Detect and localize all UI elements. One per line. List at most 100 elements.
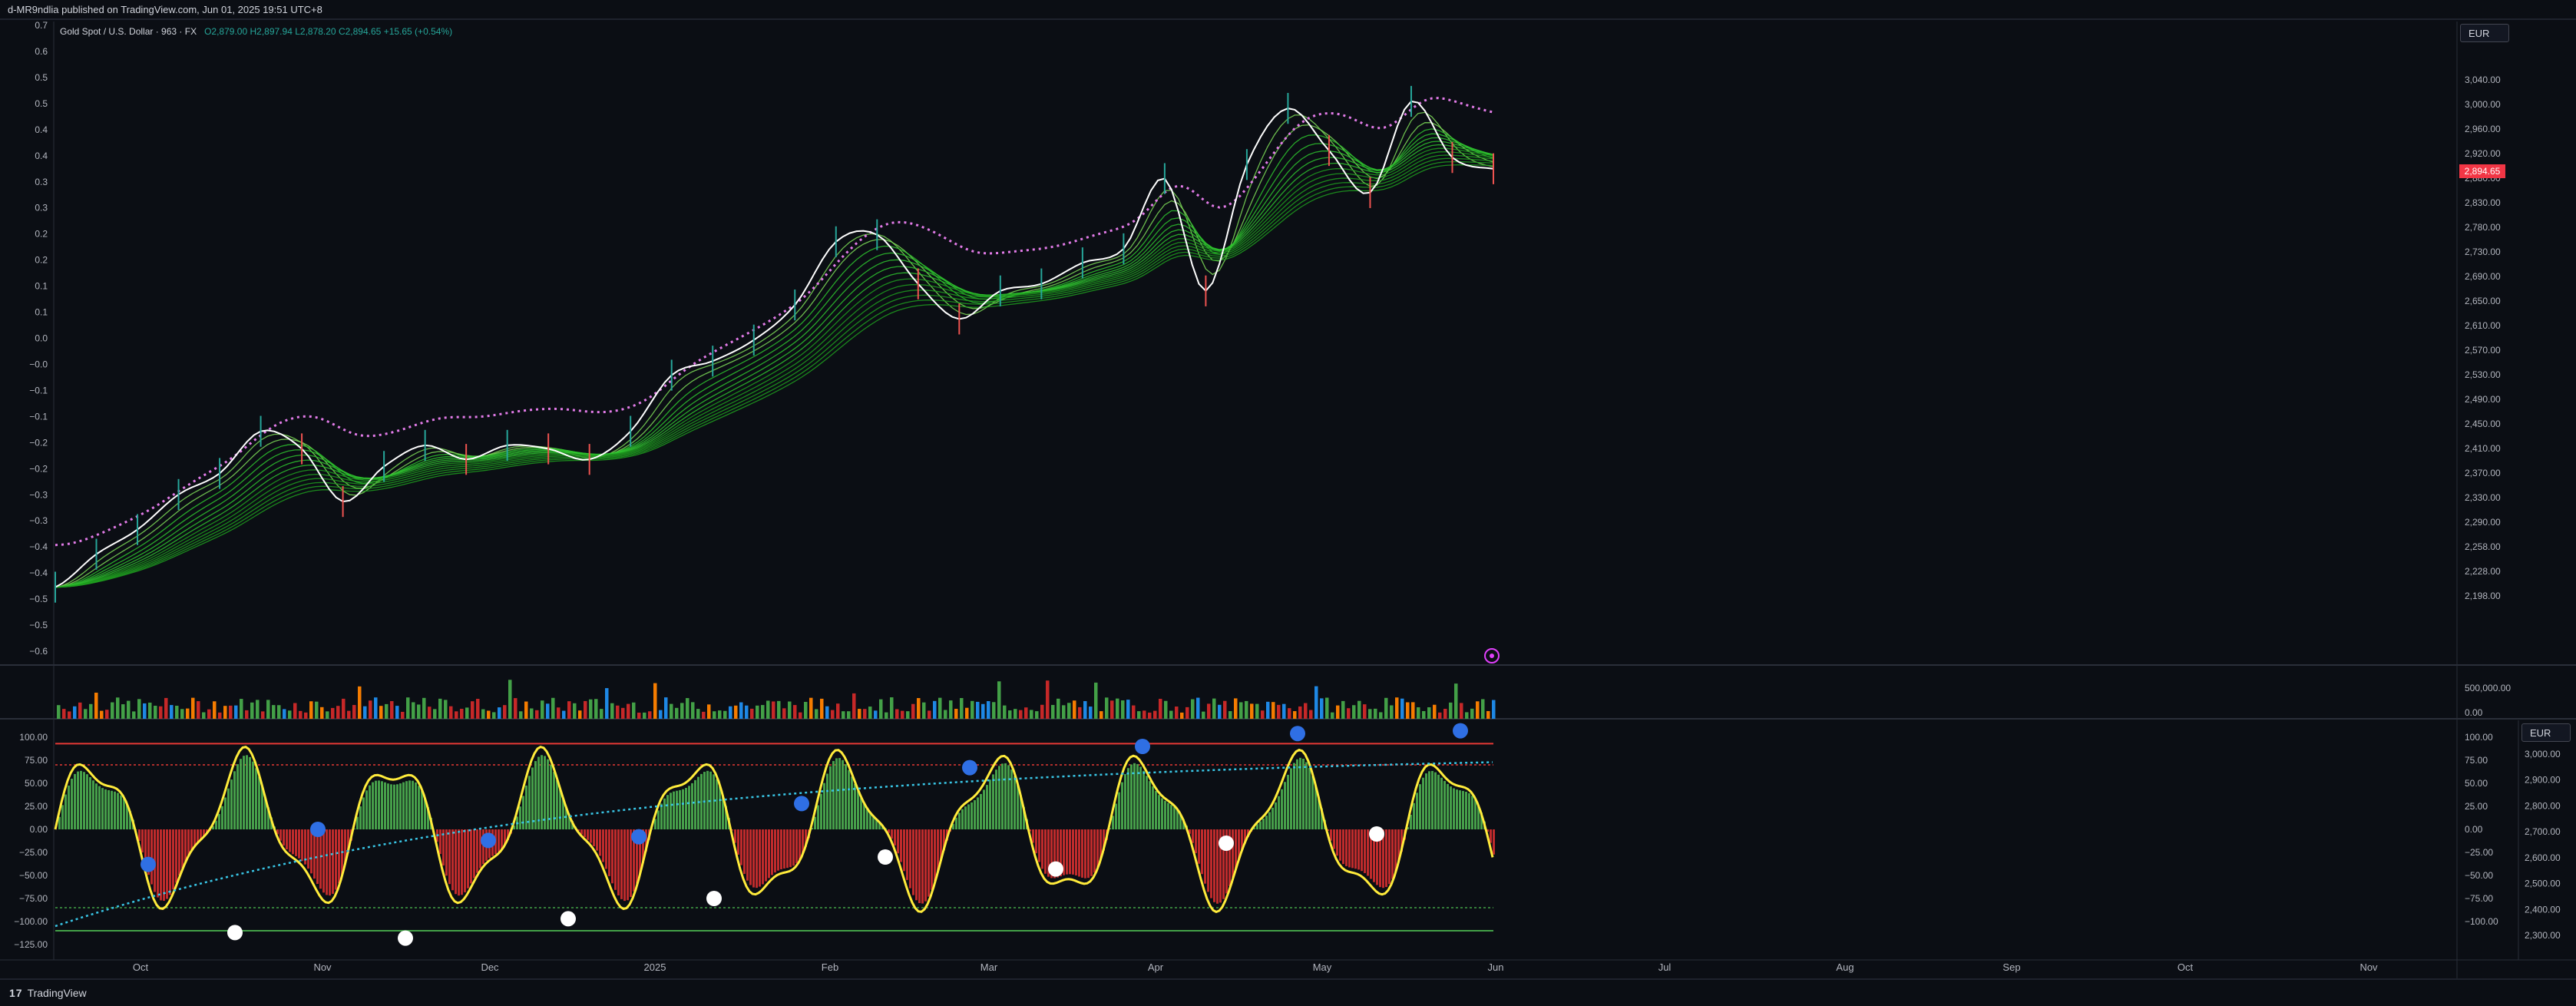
chart-canvas[interactable]: 3,040.003,000.002,960.002,920.002,880.00… <box>0 22 2576 978</box>
histogram-bar <box>101 788 104 829</box>
volume-bar <box>363 706 367 719</box>
histogram-bar <box>528 776 531 829</box>
histogram-bar <box>1437 774 1440 829</box>
histogram-bar <box>854 783 856 829</box>
histogram-bar <box>200 829 202 840</box>
histogram-bar <box>909 829 911 889</box>
histogram-bar <box>1238 829 1240 860</box>
volume-bar <box>94 692 98 719</box>
histogram-bar <box>1014 776 1016 829</box>
histogram-bar <box>289 829 291 852</box>
histogram-bar <box>418 786 420 829</box>
osc-left-tick: 100.00 <box>19 732 48 743</box>
histogram-bar <box>107 789 110 829</box>
volume-bar <box>1062 705 1066 719</box>
ma-ribbon-line <box>55 122 1494 588</box>
histogram-bar <box>817 805 819 829</box>
histogram-bar <box>774 829 776 873</box>
ma-ribbon-line <box>55 147 1494 588</box>
histogram-bar <box>150 829 153 885</box>
histogram-bar <box>740 829 742 865</box>
osc-price-tick: 2,800.00 <box>2525 800 2561 811</box>
currency-selector-osc[interactable]: EUR <box>2521 723 2571 742</box>
histogram-bar <box>61 805 64 829</box>
histogram-bar <box>593 829 595 847</box>
volume-bar <box>1357 700 1361 719</box>
volume-bar <box>347 710 351 719</box>
volume-tick-label: 0.00 <box>2465 707 2483 718</box>
volume-bar <box>944 710 947 719</box>
histogram-bar <box>175 829 177 883</box>
volume-bar <box>111 702 114 719</box>
volume-bar <box>971 700 974 719</box>
volume-bar <box>1325 697 1329 719</box>
histogram-bar <box>1072 829 1074 875</box>
histogram-bar <box>1127 768 1129 829</box>
histogram-bar <box>1216 829 1219 904</box>
volume-bar <box>519 711 523 719</box>
histogram-bar <box>743 829 746 874</box>
histogram-bar <box>697 776 699 829</box>
volume-bar <box>137 699 141 719</box>
histogram-bar <box>1296 759 1298 829</box>
histogram-bar <box>802 829 804 855</box>
volume-bar <box>1406 702 1410 719</box>
volume-bar <box>1427 707 1431 719</box>
volume-bar <box>987 700 990 719</box>
replay-icon[interactable] <box>1484 648 1500 663</box>
histogram-bar <box>768 829 770 879</box>
volume-bar <box>1223 700 1227 719</box>
time-tick-label: Aug <box>1836 961 1853 973</box>
histogram-bar <box>381 781 383 829</box>
histogram-bar <box>387 783 389 829</box>
volume-bar <box>1245 700 1248 719</box>
histogram-bar <box>670 793 672 829</box>
histogram-bar <box>725 806 727 829</box>
histogram-bar <box>860 798 862 829</box>
histogram-bar <box>1413 802 1415 829</box>
histogram-bar <box>900 829 902 862</box>
volume-bar <box>895 709 899 719</box>
histogram-bar <box>1321 808 1323 829</box>
histogram-bar <box>967 804 970 829</box>
histogram-bar <box>365 790 368 829</box>
volume-bar <box>1454 683 1458 719</box>
volume-bar <box>670 703 673 719</box>
price-tick-label: 2,370.00 <box>2465 468 2501 478</box>
histogram-bar <box>1388 829 1391 885</box>
histogram-bar <box>470 829 472 884</box>
histogram-bar <box>1453 788 1455 829</box>
histogram-bar <box>842 759 844 829</box>
histogram-bar <box>974 800 976 829</box>
histogram-bar <box>765 829 767 882</box>
left-tick-label: −0.5 <box>29 594 48 604</box>
histogram-bar <box>64 794 67 829</box>
price-tick-label: 2,650.00 <box>2465 296 2501 306</box>
volume-bar <box>105 710 109 719</box>
histogram-bar <box>356 816 359 829</box>
currency-selector-main[interactable]: EUR <box>2460 24 2509 42</box>
volume-bar <box>573 703 577 719</box>
histogram-bar <box>424 798 426 829</box>
price-tick-label: 2,450.00 <box>2465 419 2501 429</box>
histogram-bar <box>845 764 847 829</box>
volume-bar <box>1331 712 1334 719</box>
volume-bar <box>938 697 942 719</box>
histogram-bar <box>608 829 610 876</box>
volume-bar <box>207 709 211 719</box>
histogram-bar <box>157 829 159 898</box>
histogram-bar <box>777 829 779 871</box>
histogram-bar <box>931 829 933 890</box>
volume-bar <box>1207 703 1211 719</box>
volume-bar <box>57 705 61 719</box>
histogram-bar <box>590 829 592 843</box>
histogram-bar <box>1130 764 1133 829</box>
histogram-bar <box>961 809 964 829</box>
volume-bar <box>1137 711 1141 719</box>
volume-bar <box>266 700 270 719</box>
volume-bar <box>885 712 888 719</box>
histogram-bar <box>534 761 537 829</box>
histogram-bar <box>1471 796 1473 829</box>
current-price-badge: 2,894.65 <box>2459 164 2505 178</box>
volume-bar <box>1384 697 1388 719</box>
